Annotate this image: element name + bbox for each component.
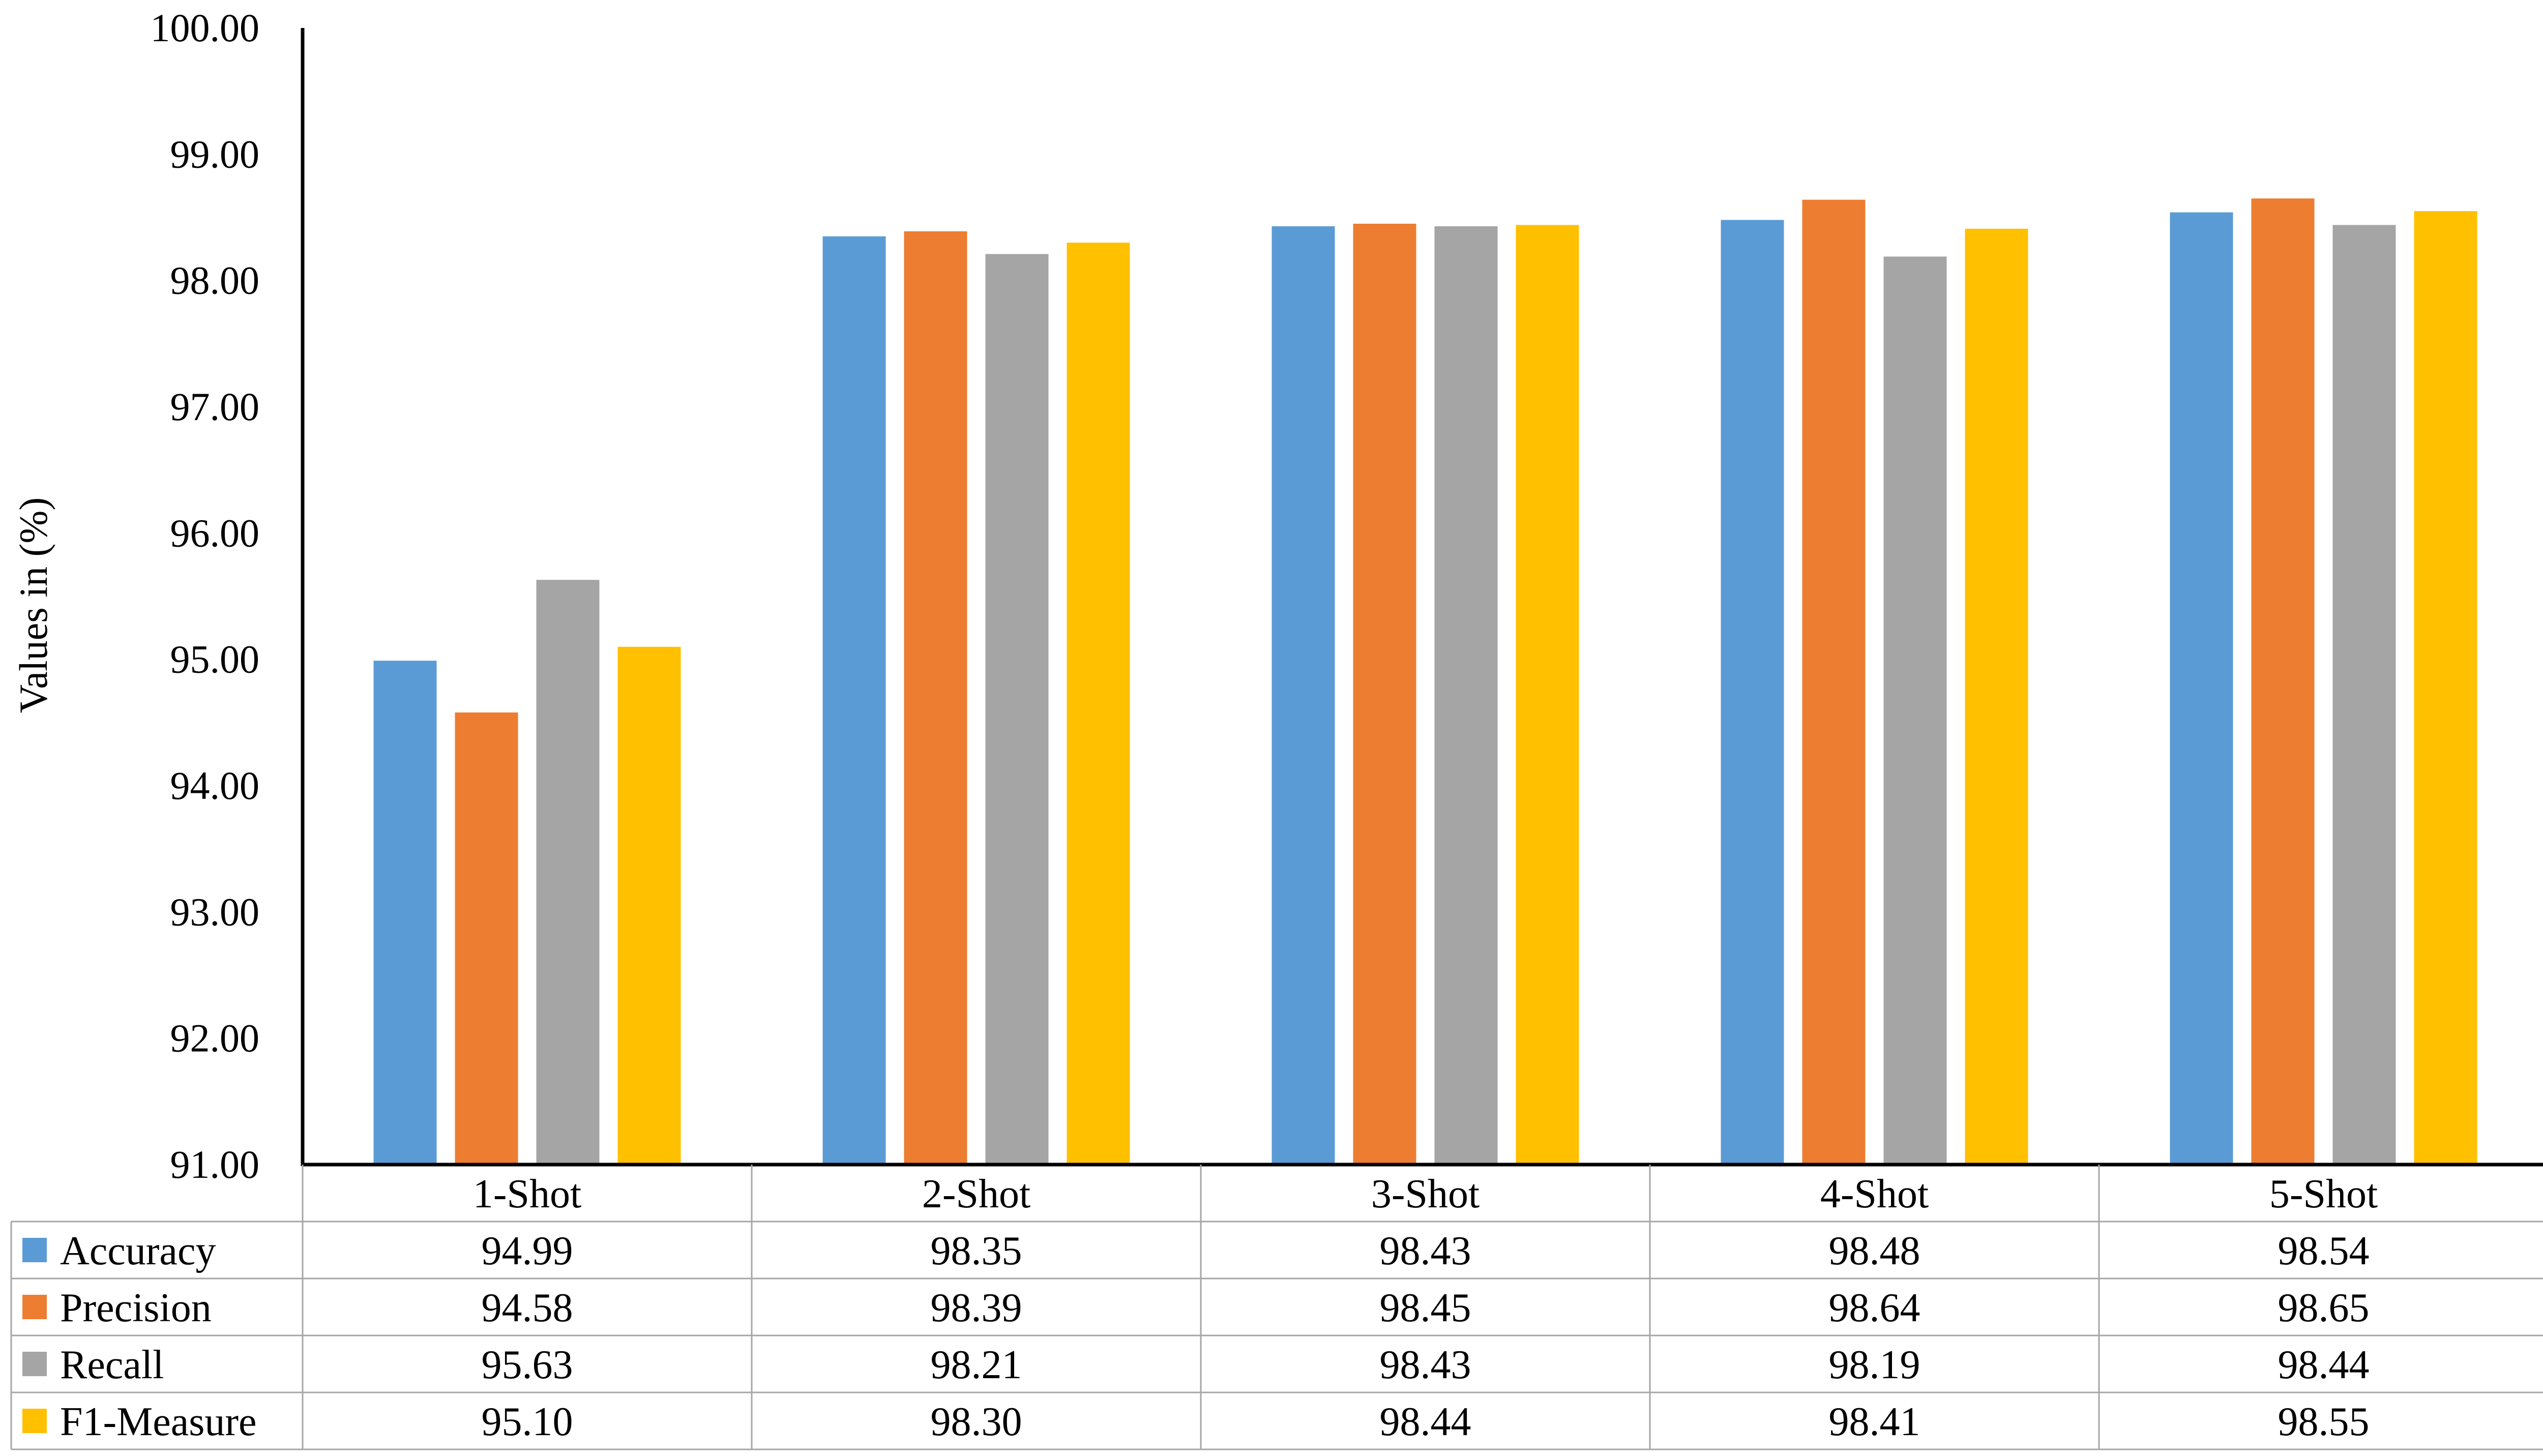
bar-f1-measure [1965, 229, 2028, 1165]
table-cell-value: 98.43 [1380, 1343, 1471, 1387]
x-tick-label: 5-Shot [2269, 1172, 2378, 1216]
bar-accuracy [374, 661, 437, 1165]
y-tick-label: 98.00 [170, 258, 260, 303]
bar-recall [986, 254, 1049, 1165]
legend-label: Accuracy [60, 1229, 216, 1273]
x-tick-label: 3-Shot [1371, 1172, 1480, 1216]
bar-f1-measure [2414, 211, 2477, 1165]
legend-label: F1-Measure [60, 1400, 257, 1444]
bar-precision [455, 712, 518, 1165]
table-cell-value: 98.65 [2278, 1286, 2370, 1330]
table-cell-value: 98.30 [931, 1400, 1022, 1444]
bar-precision [904, 231, 967, 1165]
table-cell-value: 98.39 [931, 1286, 1022, 1330]
legend-key-recall [22, 1352, 47, 1376]
legend-label: Recall [60, 1343, 164, 1387]
y-tick-label: 93.00 [170, 889, 260, 934]
table-cell-value: 94.58 [482, 1286, 573, 1330]
table-cell-value: 98.44 [2278, 1343, 2370, 1387]
table-cell-value: 98.48 [1829, 1229, 1920, 1273]
y-tick-label: 99.00 [170, 132, 260, 176]
legend-key-precision [22, 1295, 47, 1319]
bar-accuracy [1721, 220, 1784, 1165]
y-tick-label: 91.00 [170, 1142, 260, 1186]
bar-recall [1884, 256, 1947, 1165]
bar-precision [2252, 198, 2315, 1165]
y-tick-label: 95.00 [170, 637, 260, 681]
y-tick-label: 94.00 [170, 763, 260, 808]
table-cell-value: 98.35 [931, 1229, 1022, 1273]
x-tick-label: 2-Shot [922, 1172, 1030, 1216]
table-cell-value: 95.10 [482, 1400, 573, 1444]
bar-precision [1802, 200, 1866, 1165]
y-tick-label: 97.00 [170, 384, 260, 429]
data-table: 1-Shot 2-Shot 3-Shot 4-Shot 5-Shot Accuracy 94… [11, 1165, 2543, 1449]
table-cell-value: 98.64 [1829, 1286, 1920, 1330]
table-cell-value: 98.44 [1380, 1400, 1471, 1444]
table-cell-value: 98.45 [1380, 1286, 1471, 1330]
bar-accuracy [823, 236, 886, 1165]
bar-f1-measure [1516, 225, 1579, 1165]
legend-label: Precision [60, 1286, 212, 1330]
table-cell-value: 94.99 [482, 1229, 573, 1273]
y-tick-label: 92.00 [170, 1016, 260, 1060]
bar-recall [537, 580, 600, 1165]
y-tick-label: 96.00 [170, 511, 260, 555]
bar-precision [1353, 224, 1416, 1165]
x-tick-label: 4-Shot [1820, 1172, 1929, 1216]
x-tick-label: 1-Shot [473, 1172, 581, 1216]
legend-key-f1-measure [22, 1409, 47, 1433]
bar-recall [1435, 226, 1498, 1165]
bar-recall [2333, 225, 2396, 1165]
table-cell-value: 98.43 [1380, 1229, 1471, 1273]
table-cell-value: 98.41 [1829, 1400, 1920, 1444]
bar-f1-measure [618, 647, 681, 1165]
legend-key-accuracy [22, 1238, 47, 1262]
bar-f1-measure [1067, 243, 1130, 1165]
bar-accuracy [1272, 226, 1335, 1165]
y-tick-label: 100.00 [151, 6, 260, 50]
bar-accuracy [2170, 213, 2233, 1165]
plot-area: 91.00 92.00 93.00 94.00 95.00 96.00 97.00 98.00… [151, 6, 2543, 1186]
table-cell-value: 98.54 [2278, 1229, 2370, 1273]
y-axis-label: Values in (%) [11, 497, 55, 714]
table-cell-value: 98.19 [1829, 1343, 1920, 1387]
table-cell-value: 98.21 [931, 1343, 1022, 1387]
table-cell-value: 95.63 [482, 1343, 573, 1387]
table-cell-value: 98.55 [2278, 1400, 2370, 1444]
